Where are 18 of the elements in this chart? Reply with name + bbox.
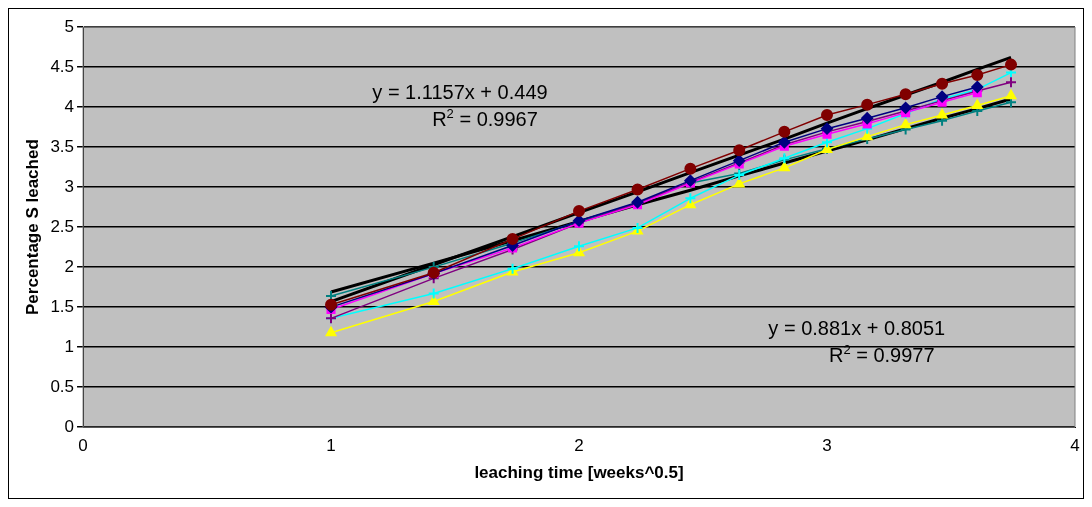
y-tick-label: 0.5 xyxy=(50,376,75,396)
x-tick-label: 1 xyxy=(326,436,336,456)
y-tick-label: 3 xyxy=(64,176,75,196)
y-tick-label: 1.5 xyxy=(50,296,75,316)
y-tick-label: 5 xyxy=(64,16,75,36)
y-tick-label: 2.5 xyxy=(50,216,75,236)
y-tick-label: 1 xyxy=(64,336,75,356)
y-tick-label: 4.5 xyxy=(50,56,75,76)
y-tick-label: 3.5 xyxy=(50,136,75,156)
y-tick-label: 0 xyxy=(64,416,75,436)
y-tick-label: 2 xyxy=(64,256,75,276)
x-tick-label: 2 xyxy=(574,436,584,456)
x-tick-label: 0 xyxy=(78,436,88,456)
y-tick-label: 4 xyxy=(64,96,75,116)
x-tick-label: 4 xyxy=(1070,436,1080,456)
x-tick-label: 3 xyxy=(822,436,832,456)
y-axis-title: Percentage S leached xyxy=(22,139,42,315)
x-axis-title: leaching time [weeks^0.5] xyxy=(474,463,684,483)
